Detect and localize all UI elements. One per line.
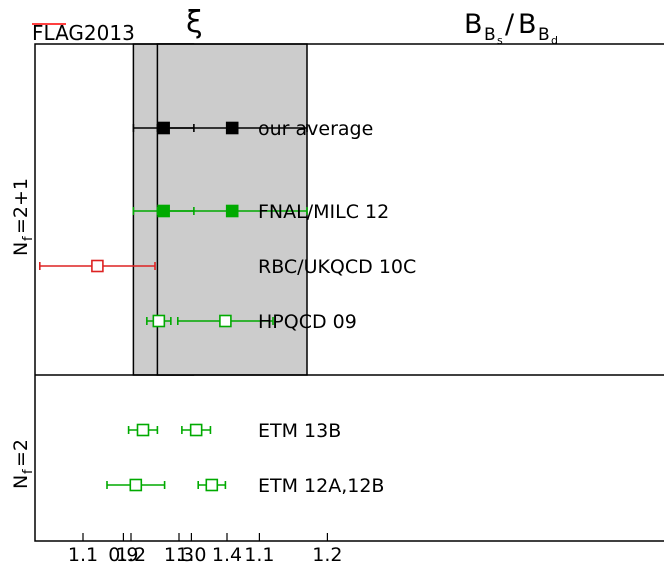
study-label-2: RBC/UKQCD 10C: [258, 256, 416, 278]
tick-label-1-0: 0.9: [108, 544, 138, 566]
tick-label-1-3: 1.2: [312, 544, 342, 566]
tick-label-0-1: 1.2: [116, 544, 146, 566]
tick-label-1-2: 1.1: [244, 544, 274, 566]
watermark-logo: FLAG2013: [32, 21, 135, 45]
study-label-5: ETM 12A,12B: [258, 475, 384, 497]
group-label-nf2-f: f: [21, 469, 36, 474]
ratio-title-b2-sub: B: [538, 25, 550, 45]
ratio-panel-title: B B s / B B d: [464, 9, 558, 47]
xi-panel-title: ξ: [186, 5, 203, 40]
ratio-title-b1: B: [464, 9, 483, 40]
ratio-title-b2: B: [518, 9, 537, 40]
data-points: [38, 121, 308, 492]
ratio-title-b2-subsub: d: [551, 34, 558, 47]
tick-label-0-2: 1.3: [164, 544, 194, 566]
group-label-nf2-n: N: [10, 475, 32, 489]
ratio-marker-1: [225, 204, 239, 218]
ratio-title-b1-subsub: s: [497, 34, 503, 47]
xi-marker-5: [129, 478, 143, 492]
study-label-3: HPQCD 09: [258, 311, 357, 333]
ratio-marker-5: [205, 478, 219, 492]
tick-label-0-3: 1.4: [212, 544, 242, 566]
ratio-marker-0: [225, 121, 239, 135]
study-label-4: ETM 13B: [258, 420, 341, 442]
study-label-0: our average: [258, 118, 373, 140]
group-label-nf3-value: =2+1: [10, 178, 32, 234]
group-label-nf2-value: =2: [10, 439, 32, 467]
group-label-nf3: N f =2+1: [10, 178, 36, 256]
xi-marker-3: [152, 314, 166, 328]
plot-border: [34, 43, 664, 542]
ratio-marker-4: [189, 423, 203, 437]
x-axis-ticks: 1.1 1.2 1.3 1.4 0.9 1.0 1.1 1.2: [68, 533, 343, 566]
ratio-title-b1-sub: B: [484, 25, 496, 45]
xi-marker-4: [136, 423, 150, 437]
xi-marker-2: [91, 259, 104, 273]
group-label-nf3-n: N: [10, 242, 32, 256]
tick-label-0-0: 1.1: [68, 544, 98, 566]
plot-frame: [34, 43, 664, 542]
ratio-marker-3: [219, 314, 232, 328]
group-label-nf3-f: f: [21, 236, 36, 241]
group-label-nf2: N f =2: [10, 439, 36, 489]
ratio-title-sep: /: [505, 9, 515, 40]
study-labels: our average FNAL/MILC 12 RBC/UKQCD 10C HPQC…: [258, 118, 416, 497]
study-label-1: FNAL/MILC 12: [258, 201, 389, 223]
tick-label-1-1: 1.0: [176, 544, 206, 566]
